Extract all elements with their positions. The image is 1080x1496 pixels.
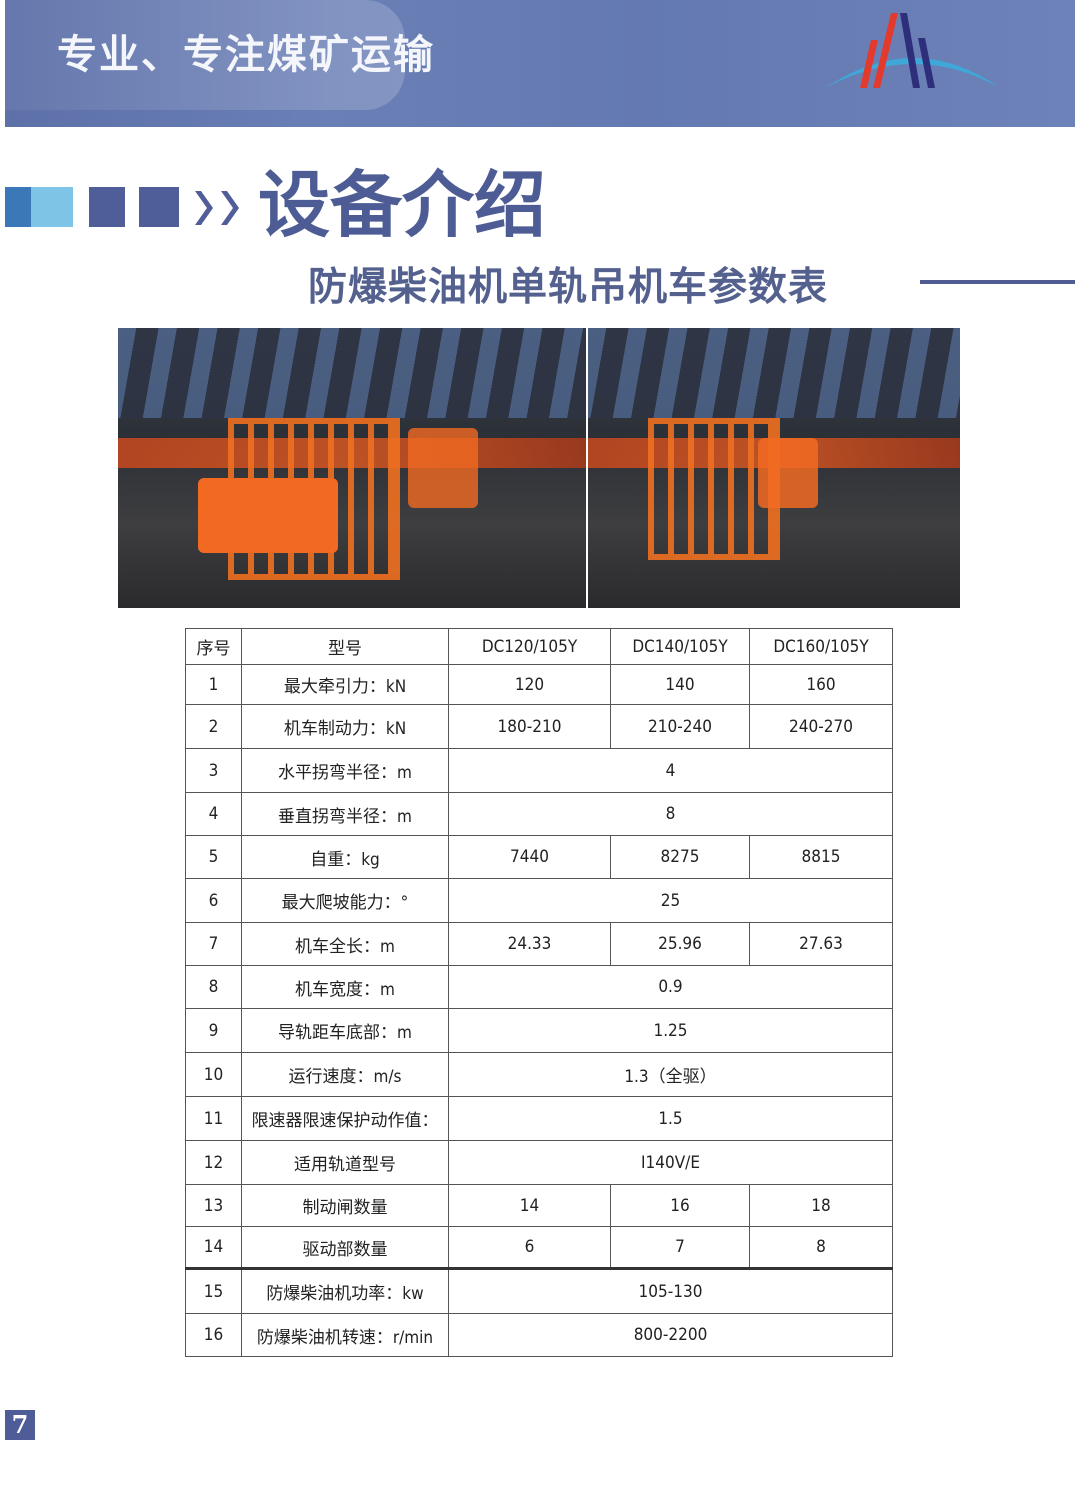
table-row: 11 限速器限速保护动作值： 1.5 xyxy=(185,1096,893,1141)
row-number: 8 xyxy=(185,965,242,1009)
column-header: DC120/105Y xyxy=(448,628,611,665)
parameter-name: 运行速度：m/s xyxy=(241,1052,449,1097)
locomotive-photo-left xyxy=(118,328,586,608)
parameter-name: 水平拐弯半径：m xyxy=(241,748,449,793)
parameter-value: 14 xyxy=(448,1184,611,1227)
parameter-value: 8275 xyxy=(610,835,750,879)
table-row: 9 导轨距车底部：m 1.25 xyxy=(185,1008,893,1053)
parameter-name: 机车宽度：m xyxy=(241,965,449,1009)
row-number: 9 xyxy=(185,1008,242,1053)
table-row: 8 机车宽度：m 0.9 xyxy=(185,965,893,1009)
table-row: 3 水平拐弯半径：m 4 xyxy=(185,748,893,793)
parameter-value: 4 xyxy=(448,748,893,793)
table-row: 7 机车全长：m 24.33 25.96 27.63 xyxy=(185,922,893,966)
row-number: 13 xyxy=(185,1184,242,1227)
parameter-value: 24.33 xyxy=(448,922,611,966)
table-row: 13 制动闸数量 14 16 18 xyxy=(185,1184,893,1227)
banner-decoration xyxy=(5,0,405,110)
row-number: 6 xyxy=(185,878,242,923)
parameter-value: 7440 xyxy=(448,835,611,879)
header-banner: 专业、专注煤矿运输 xyxy=(5,0,1075,127)
company-logo xyxy=(825,13,1000,88)
row-number: 11 xyxy=(185,1096,242,1141)
table-header-row: 序号 型号 DC120/105Y DC140/105Y DC160/105Y xyxy=(185,628,893,665)
row-number: 16 xyxy=(185,1313,242,1357)
table-row: 16 防爆柴油机转速：r/min 800-2200 xyxy=(185,1313,893,1357)
parameter-name: 导轨距车底部：m xyxy=(241,1008,449,1053)
parameter-value: 1.3（全驱） xyxy=(448,1052,893,1097)
parameter-table: 序号 型号 DC120/105Y DC140/105Y DC160/105Y 1 最大牵引力… xyxy=(185,628,893,1357)
parameter-name: 机车制动力：kN xyxy=(241,704,449,749)
column-header: 序号 xyxy=(185,628,242,665)
row-number: 14 xyxy=(185,1226,242,1269)
table-row: 14 驱动部数量 6 7 8 xyxy=(185,1226,893,1269)
column-header: 型号 xyxy=(241,628,449,665)
parameter-value: 25 xyxy=(448,878,893,923)
row-number: 1 xyxy=(185,664,242,705)
table-row: 1 最大牵引力：kN 120 140 160 xyxy=(185,664,893,705)
parameter-value: 140 xyxy=(610,664,750,705)
parameter-name: 垂直拐弯半径：m xyxy=(241,792,449,836)
table-row: 2 机车制动力：kN 180-210 210-240 240-270 xyxy=(185,704,893,749)
parameter-value: 16 xyxy=(610,1184,750,1227)
table-title: 防爆柴油机单轨吊机车参数表 xyxy=(308,265,829,310)
row-number: 15 xyxy=(185,1268,242,1314)
parameter-value: 1.25 xyxy=(448,1008,893,1053)
parameter-value: 7 xyxy=(610,1226,750,1269)
slogan: 专业、专注煤矿运输 xyxy=(57,31,435,78)
table-row: 15 防爆柴油机功率：kw 105-130 xyxy=(185,1268,893,1314)
parameter-value: 120 xyxy=(448,664,611,705)
parameter-value: 0.9 xyxy=(448,965,893,1009)
locomotive-photo-right xyxy=(588,328,960,608)
parameter-name: 机车全长：m xyxy=(241,922,449,966)
parameter-value: 8 xyxy=(448,792,893,836)
parameter-name: 适用轨道型号 xyxy=(241,1140,449,1185)
row-number: 10 xyxy=(185,1052,242,1097)
parameter-value: 18 xyxy=(749,1184,893,1227)
row-number: 4 xyxy=(185,792,242,836)
table-row: 10 运行速度：m/s 1.3（全驱） xyxy=(185,1052,893,1097)
parameter-value: 25.96 xyxy=(610,922,750,966)
parameter-value: 8815 xyxy=(749,835,893,879)
column-header: DC160/105Y xyxy=(749,628,893,665)
title-rule xyxy=(920,280,1075,284)
parameter-name: 最大牵引力：kN xyxy=(241,664,449,705)
parameter-value: 800-2200 xyxy=(448,1313,893,1357)
parameter-value: 210-240 xyxy=(610,704,750,749)
parameter-value: 240-270 xyxy=(749,704,893,749)
row-number: 7 xyxy=(185,922,242,966)
row-number: 3 xyxy=(185,748,242,793)
parameter-value: 27.63 xyxy=(749,922,893,966)
parameter-value: I140V/E xyxy=(448,1140,893,1185)
row-number: 5 xyxy=(185,835,242,879)
section-title: 设备介绍 xyxy=(258,163,547,247)
table-row: 6 最大爬坡能力：° 25 xyxy=(185,878,893,923)
row-number: 12 xyxy=(185,1140,242,1185)
parameter-value: 105-130 xyxy=(448,1268,893,1314)
parameter-value: 8 xyxy=(749,1226,893,1269)
parameter-name: 制动闸数量 xyxy=(241,1184,449,1227)
parameter-name: 驱动部数量 xyxy=(241,1226,449,1269)
parameter-name: 防爆柴油机功率：kw xyxy=(241,1268,449,1314)
parameter-value: 160 xyxy=(749,664,893,705)
parameter-value: 6 xyxy=(448,1226,611,1269)
parameter-name: 限速器限速保护动作值： xyxy=(241,1096,449,1141)
parameter-name: 自重：kg xyxy=(241,835,449,879)
table-row: 5 自重：kg 7440 8275 8815 xyxy=(185,835,893,879)
table-row: 4 垂直拐弯半径：m 8 xyxy=(185,792,893,836)
page-number: 7 xyxy=(5,1410,35,1440)
row-number: 2 xyxy=(185,704,242,749)
parameter-value: 180-210 xyxy=(448,704,611,749)
parameter-name: 防爆柴油机转速：r/min xyxy=(241,1313,449,1357)
column-header: DC140/105Y xyxy=(610,628,750,665)
parameter-value: 1.5 xyxy=(448,1096,893,1141)
table-row: 12 适用轨道型号 I140V/E xyxy=(185,1140,893,1185)
parameter-name: 最大爬坡能力：° xyxy=(241,878,449,923)
